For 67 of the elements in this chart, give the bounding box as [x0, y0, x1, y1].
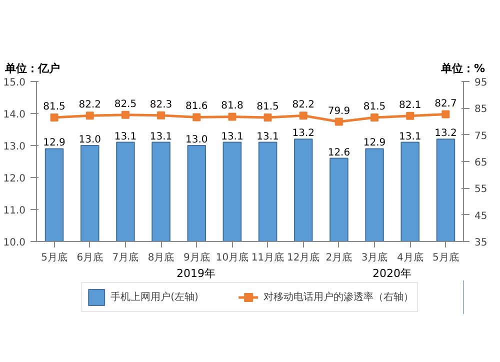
data-label: 82.1 — [398, 100, 422, 111]
x-tick-label: 2月底 — [326, 252, 352, 264]
data-label: 81.6 — [185, 101, 208, 112]
data-label: 13.0 — [78, 134, 102, 146]
data-label: 82.5 — [114, 98, 137, 110]
legend-label: 手机上网用户(左轴) — [110, 290, 198, 304]
data-label: 79.9 — [328, 106, 350, 117]
data-label: 81.8 — [221, 100, 244, 112]
data-label: 13.1 — [398, 131, 422, 142]
data-label: 82.7 — [434, 98, 457, 110]
y-tick-label: 13.0 — [3, 142, 26, 152]
point — [264, 114, 272, 122]
y2-tick-label: 85 — [474, 104, 488, 116]
x-tick-label: 5月底 — [41, 252, 68, 264]
y2-tick-label: 35 — [474, 238, 488, 248]
data-label: 13.1 — [221, 131, 244, 142]
data-label: 82.3 — [150, 99, 172, 110]
point — [299, 112, 308, 120]
point — [442, 110, 450, 118]
x-tick-label: 5月底 — [432, 252, 459, 264]
y2-tick-label: 65 — [474, 158, 488, 168]
point — [406, 112, 414, 120]
data-label: 81.5 — [256, 102, 279, 112]
point — [86, 112, 94, 120]
data-label: 12.9 — [43, 138, 66, 149]
y2-tick-label: 75 — [474, 130, 488, 142]
y2-tick-label: 45 — [474, 210, 488, 222]
data-label: 82.2 — [292, 100, 315, 111]
y2-tick-label: 55 — [474, 184, 488, 196]
data-label: 13.1 — [256, 131, 279, 142]
y-tick-label: 11.0 — [3, 206, 26, 216]
data-label: 12.6 — [328, 147, 350, 158]
data-label: 13.2 — [434, 128, 457, 140]
point — [157, 111, 166, 120]
legend-label: 对移动电话用户的渗透率（右轴） — [263, 290, 414, 304]
y-tick-label: 14.0 — [3, 110, 26, 120]
x-tick-label: 8月底 — [148, 252, 174, 264]
y-tick-label: 15.0 — [3, 78, 26, 88]
y2-tick-label: 95 — [474, 78, 488, 88]
x-tick-label: 4月底 — [396, 252, 424, 264]
x-tick-label: 11月底 — [251, 252, 284, 264]
data-label: 13.1 — [150, 131, 172, 142]
x-tick-label: 6月底 — [76, 252, 104, 264]
data-label: 81.5 — [363, 102, 386, 112]
x-tick-label: 12月底 — [287, 252, 320, 264]
point — [334, 118, 343, 126]
x-tick-label: 7月底 — [112, 252, 139, 264]
point — [121, 110, 130, 119]
y-tick-label: 12.0 — [3, 174, 26, 184]
point — [50, 114, 58, 122]
point — [370, 114, 379, 122]
y-tick-label: 10.0 — [3, 238, 26, 248]
point — [192, 113, 201, 122]
data-label: 13.0 — [185, 134, 208, 146]
x-tick-label: 9月底 — [183, 252, 210, 264]
y2-axis-title: 单位：% — [440, 61, 485, 77]
data-label: 13.2 — [292, 128, 315, 140]
y-axis-title: 单位：亿户 — [5, 61, 60, 77]
text: 2019年 — [176, 266, 216, 282]
data-label: 81.5 — [43, 102, 66, 112]
x-tick-label: 3月底 — [361, 252, 388, 264]
point — [228, 112, 236, 121]
text: 2020年 — [372, 266, 412, 282]
data-label: 82.2 — [78, 100, 102, 111]
data-label: 13.1 — [114, 131, 137, 142]
x-tick-label: 10月底 — [216, 252, 249, 264]
data-label: 12.9 — [363, 138, 386, 149]
